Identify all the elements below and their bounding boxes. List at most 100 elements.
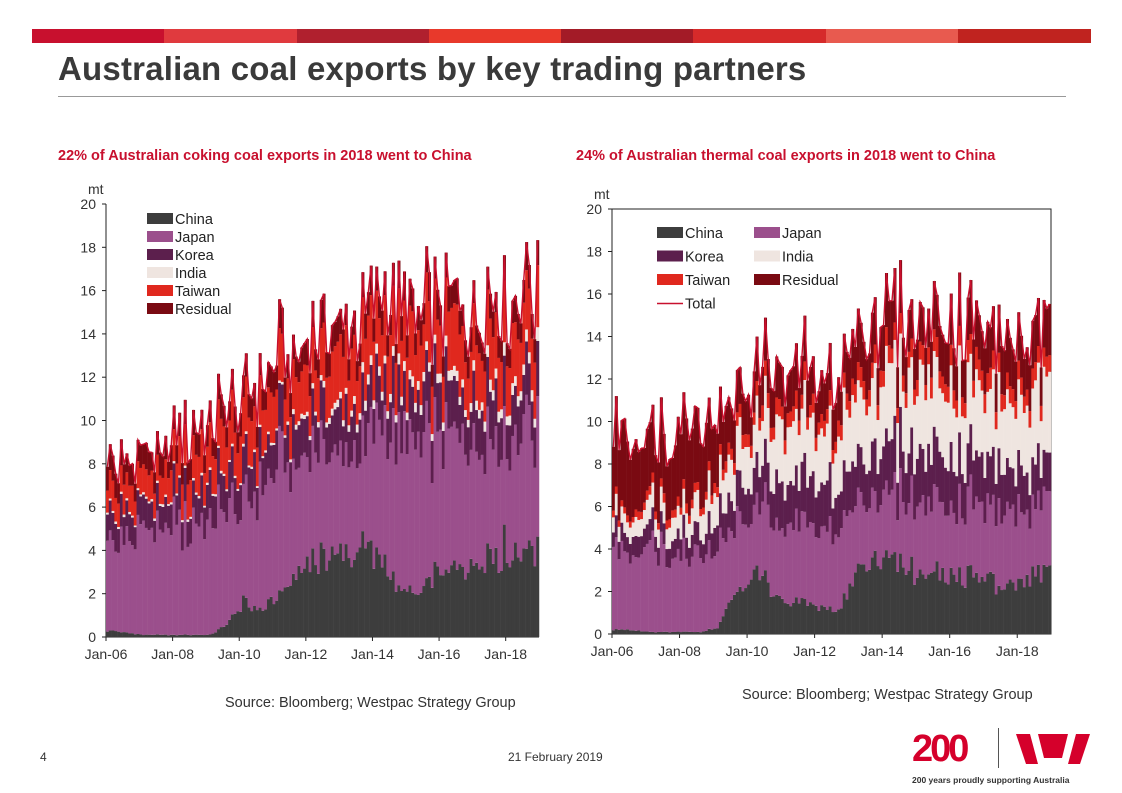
bar-japan xyxy=(763,482,768,571)
bar-india xyxy=(668,527,672,549)
bar-japan xyxy=(228,498,232,620)
bar-taiwan xyxy=(693,482,697,493)
bar-korea xyxy=(350,416,354,462)
bar-india xyxy=(466,419,470,428)
bar-taiwan xyxy=(1000,394,1004,412)
bar-india xyxy=(1020,394,1024,466)
bar-china xyxy=(693,632,697,634)
bar-india xyxy=(222,473,226,476)
bar-taiwan xyxy=(502,280,506,343)
bar-india xyxy=(253,449,257,453)
bar-residual xyxy=(347,359,351,381)
bar-china xyxy=(358,547,362,637)
bar-korea xyxy=(516,406,520,456)
bar-korea xyxy=(797,490,801,532)
bar-residual xyxy=(136,439,140,462)
bar-china xyxy=(328,560,332,637)
bar-india xyxy=(896,423,900,483)
bar-china xyxy=(447,572,451,637)
bar-taiwan xyxy=(839,425,843,441)
bar-korea xyxy=(125,500,129,527)
bar-japan xyxy=(244,474,248,598)
bar-korea xyxy=(211,495,215,529)
bar-india xyxy=(142,492,146,495)
bar-japan xyxy=(258,461,262,608)
bar-korea xyxy=(966,443,970,487)
bar-china xyxy=(425,578,429,637)
bar-china xyxy=(671,631,675,634)
bar-korea xyxy=(494,378,498,427)
bar-korea xyxy=(291,414,295,459)
bar-china xyxy=(969,565,973,634)
bar-korea xyxy=(730,501,734,532)
bar-residual xyxy=(425,246,429,273)
bar-china xyxy=(383,554,387,637)
bar-korea xyxy=(848,471,852,511)
bar-india xyxy=(651,482,655,508)
bar-japan xyxy=(772,530,776,597)
bar-taiwan xyxy=(391,285,395,347)
bar-taiwan xyxy=(749,445,753,458)
bar-japan xyxy=(153,542,157,635)
bar-residual xyxy=(339,308,343,335)
bar-taiwan xyxy=(172,429,176,462)
bar-residual xyxy=(272,371,276,397)
bar-korea xyxy=(483,431,487,475)
bar-residual xyxy=(150,452,154,471)
bar-taiwan xyxy=(949,344,953,366)
bar-taiwan xyxy=(935,337,939,357)
bar-japan xyxy=(918,502,922,570)
bar-korea xyxy=(225,491,229,523)
bar-taiwan xyxy=(814,437,818,452)
bar-korea xyxy=(642,528,647,548)
bar-korea xyxy=(130,517,135,546)
bar-residual xyxy=(710,428,714,496)
bar-china xyxy=(175,635,179,637)
bar-china xyxy=(842,593,846,634)
bar-taiwan xyxy=(205,446,209,483)
bar-residual xyxy=(475,325,479,346)
bar-residual xyxy=(286,354,290,379)
bar-korea xyxy=(308,440,312,473)
bar-residual xyxy=(419,320,423,346)
bar-india xyxy=(876,420,880,475)
bar-residual xyxy=(325,352,329,378)
bar-taiwan xyxy=(735,412,739,426)
bar-japan xyxy=(696,545,700,632)
bar-taiwan xyxy=(142,464,146,493)
bar-china xyxy=(183,634,187,637)
bar-korea xyxy=(455,380,459,429)
bar-india xyxy=(278,380,282,383)
bar-india xyxy=(119,491,123,494)
bar-taiwan xyxy=(389,335,393,394)
bar-china xyxy=(654,632,658,634)
bar-korea xyxy=(214,496,218,529)
bar-china xyxy=(144,634,148,637)
bar-china xyxy=(811,604,815,634)
bar-india xyxy=(308,436,312,441)
bar-japan xyxy=(842,510,846,594)
bar-china xyxy=(427,576,431,637)
bar-korea xyxy=(514,385,518,425)
bar-india xyxy=(322,380,326,388)
bar-taiwan xyxy=(716,487,720,498)
bar-taiwan xyxy=(960,397,965,417)
y-tick-label: 0 xyxy=(88,629,96,645)
bar-korea xyxy=(272,444,276,484)
bar-residual xyxy=(341,329,345,357)
bar-japan xyxy=(183,501,187,635)
bar-india xyxy=(803,380,807,453)
bar-japan xyxy=(733,538,737,595)
bar-korea xyxy=(452,375,456,422)
bar-japan xyxy=(839,528,843,609)
bar-china xyxy=(533,566,537,637)
bar-residual xyxy=(233,406,237,433)
bar-india xyxy=(461,379,465,388)
bar-japan xyxy=(472,423,476,566)
bar-taiwan xyxy=(696,482,700,490)
bar-taiwan xyxy=(303,364,307,415)
bar-india xyxy=(741,448,745,488)
bar-japan xyxy=(626,552,630,630)
bar-korea xyxy=(147,503,151,531)
bar-taiwan xyxy=(640,511,644,520)
